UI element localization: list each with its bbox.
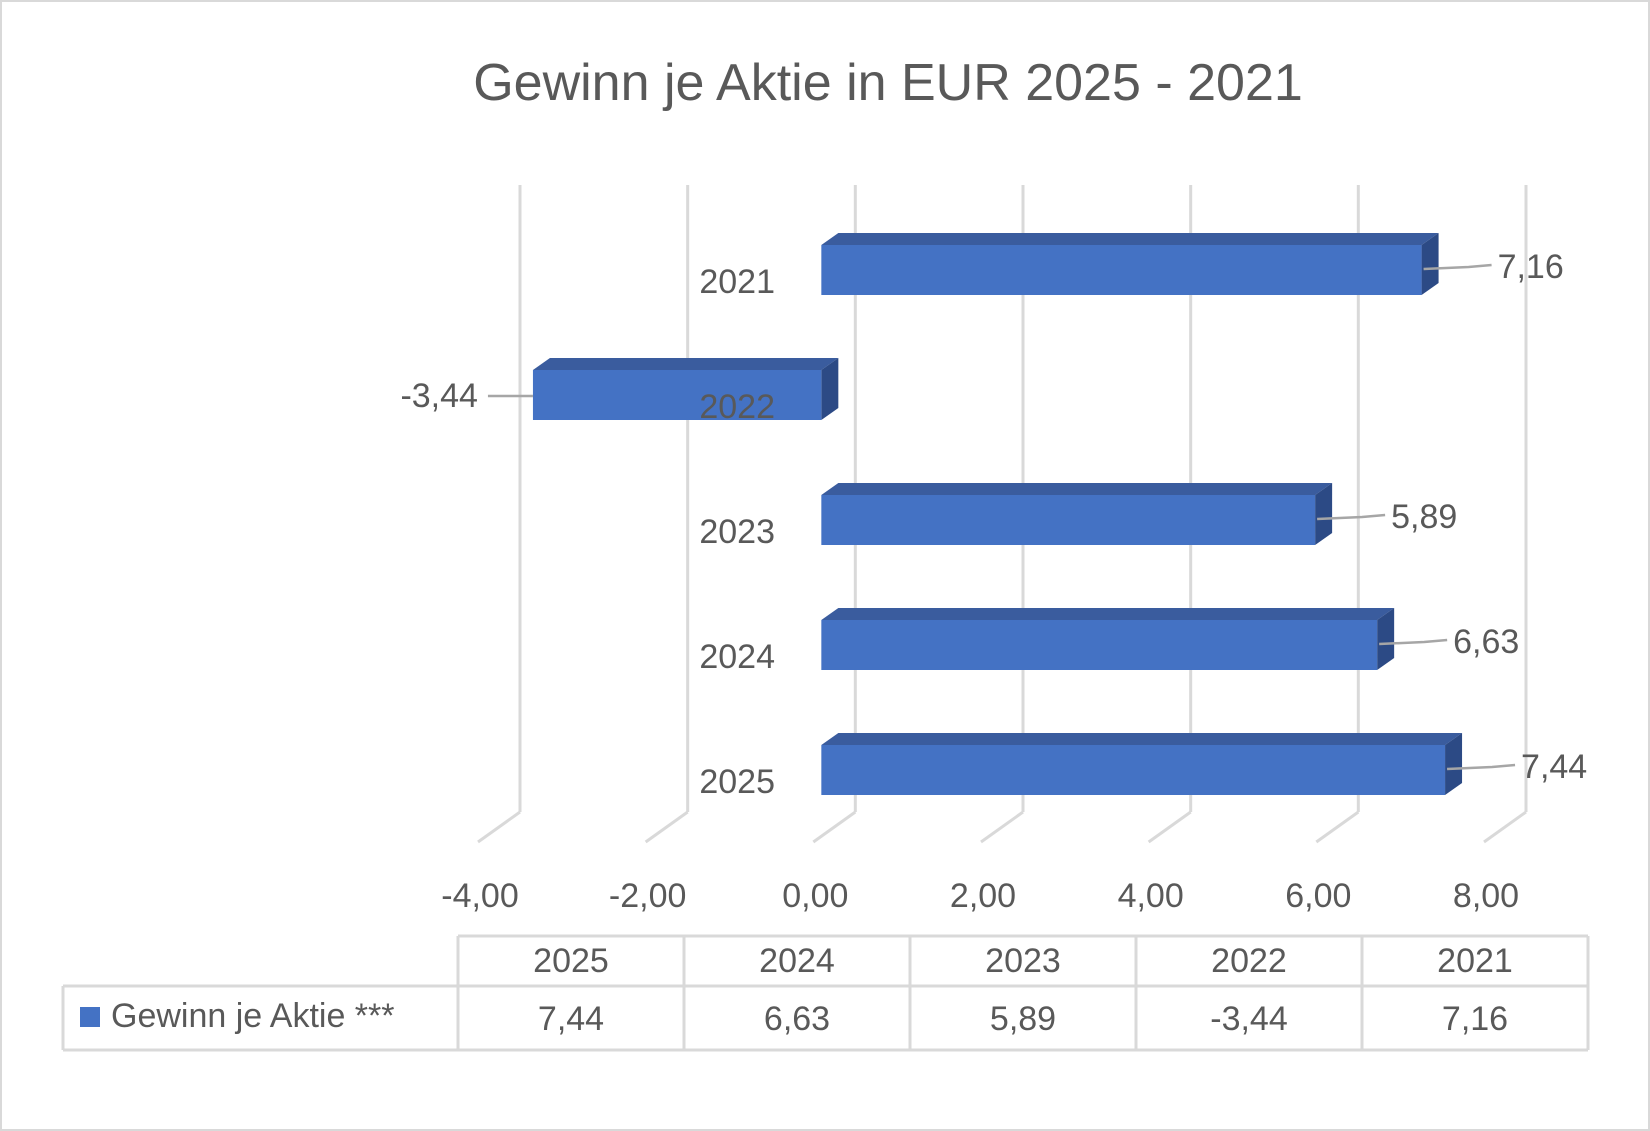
bar xyxy=(821,620,1378,670)
x-tick-label: 6,00 xyxy=(1285,877,1351,915)
value-label: 7,16 xyxy=(1498,248,1564,286)
chart-title: Gewinn je Aktie in EUR 2025 - 2021 xyxy=(473,54,1303,112)
leader-line xyxy=(1317,513,1386,521)
value-label: 5,89 xyxy=(1391,498,1457,536)
bar-top-face xyxy=(821,608,1395,620)
grid-floor-line xyxy=(477,810,521,844)
table-header-cell: 2024 xyxy=(759,942,835,980)
x-tick-label: 4,00 xyxy=(1118,877,1184,915)
bar-side-face xyxy=(1377,608,1395,670)
bar-side-face xyxy=(1445,733,1463,795)
table-header-cell: 2022 xyxy=(1211,942,1287,980)
bar-top-face xyxy=(821,233,1439,245)
bar-side-face xyxy=(1315,483,1333,545)
grid-floor-line xyxy=(644,810,689,844)
bar-top-face xyxy=(532,358,839,370)
table-header-cell: 2021 xyxy=(1437,942,1513,980)
grid-floor-line xyxy=(1315,810,1360,844)
category-label: 2025 xyxy=(699,763,775,801)
leader-line xyxy=(1446,763,1516,771)
table-value-cell: -3,44 xyxy=(1210,1000,1288,1038)
category-label: 2023 xyxy=(699,513,775,551)
bar xyxy=(821,745,1446,795)
x-tick-label: 2,00 xyxy=(950,877,1016,915)
x-tick-label: -4,00 xyxy=(441,877,519,915)
bar xyxy=(532,370,822,420)
x-tick-label: 8,00 xyxy=(1453,877,1519,915)
category-label: 2022 xyxy=(699,388,775,426)
bar-side-face xyxy=(821,358,839,420)
x-tick-labels: -4,00 -2,00 0,00 2,00 4,00 6,00 8,00 xyxy=(441,877,1519,915)
x-tick-label: 0,00 xyxy=(782,877,848,915)
bar-top-face xyxy=(821,483,1333,495)
bars xyxy=(532,233,1463,795)
table-header-cell: 2025 xyxy=(533,942,609,980)
category-label: 2021 xyxy=(699,263,775,301)
grid-floor-line xyxy=(812,810,857,844)
value-labels: 7,16 -3,44 5,89 6,63 7,44 xyxy=(400,248,1587,786)
grid-floor-line xyxy=(1483,810,1527,844)
category-labels: 2021 2022 2023 2024 2025 xyxy=(699,263,775,801)
table-value-cell: 5,89 xyxy=(990,1000,1056,1038)
legend-label: Gewinn je Aktie *** xyxy=(111,997,395,1035)
bar-side-face xyxy=(1421,233,1439,295)
bar-top-face xyxy=(821,733,1463,745)
data-table: 2025 2024 2023 2022 2021 7,44 6,63 5,89 -3,44 7,1… xyxy=(61,934,1590,1052)
value-label: 6,63 xyxy=(1453,623,1519,661)
table-value-cell: 6,63 xyxy=(764,1000,830,1038)
table-value-cell: 7,44 xyxy=(538,1000,604,1038)
leader-line xyxy=(1379,638,1448,646)
category-label: 2024 xyxy=(699,638,775,676)
value-label: -3,44 xyxy=(400,377,478,415)
legend-swatch xyxy=(80,1007,100,1027)
grid-floor-line xyxy=(980,810,1024,844)
leader-line xyxy=(1423,263,1492,271)
grid-floor-line xyxy=(1147,810,1192,844)
value-label: 7,44 xyxy=(1521,748,1587,786)
bar xyxy=(821,495,1316,545)
table-header-cell: 2023 xyxy=(985,942,1061,980)
x-tick-label: -2,00 xyxy=(609,877,687,915)
bar xyxy=(821,245,1422,295)
table-value-cell: 7,16 xyxy=(1442,1000,1508,1038)
